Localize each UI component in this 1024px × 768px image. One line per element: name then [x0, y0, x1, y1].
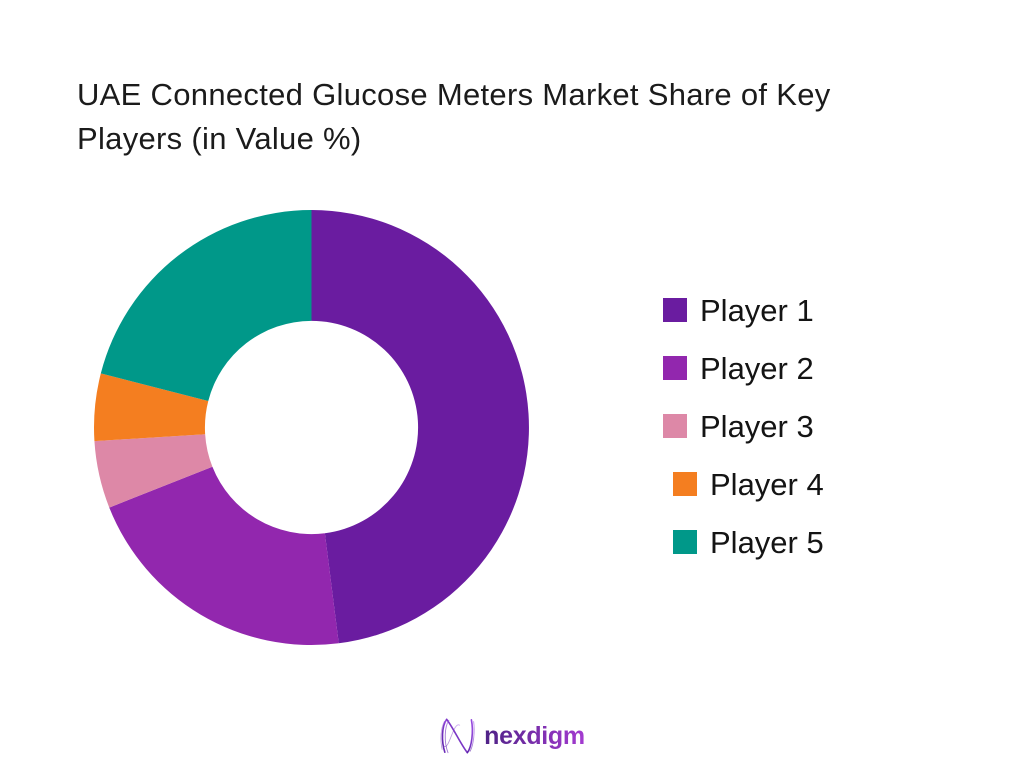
nexdigm-wave-n-icon — [440, 718, 475, 754]
legend-item-player-5: Player 5 — [663, 527, 824, 558]
legend-label-player-5: Player 5 — [710, 524, 824, 560]
legend-label-player-4: Player 4 — [710, 466, 824, 502]
pie-segment-player-2 — [109, 466, 339, 645]
pie-segment-player-5 — [100, 210, 312, 401]
legend-swatch-player-3 — [663, 414, 687, 438]
pie-segment-player-1 — [311, 210, 529, 644]
pie-segment-player-4 — [93, 373, 209, 442]
legend-label-player-2: Player 2 — [700, 350, 814, 386]
legend-swatch-player-4 — [673, 472, 697, 496]
legend-label-player-1: Player 1 — [700, 292, 814, 328]
legend-swatch-player-5 — [673, 530, 697, 554]
donut-chart — [93, 210, 529, 645]
brand-name: nexdigm — [484, 721, 585, 750]
legend-item-player-3: Player 3 — [663, 411, 824, 442]
brand-logo: nexdigm — [0, 710, 1024, 762]
legend-swatch-player-2 — [663, 356, 687, 380]
chart-title-line2: Players (in Value %) — [77, 121, 362, 156]
legend-label-player-3: Player 3 — [700, 408, 814, 444]
legend-item-player-1: Player 1 — [663, 295, 824, 326]
legend-item-player-2: Player 2 — [663, 353, 824, 384]
legend-item-player-4: Player 4 — [663, 469, 824, 500]
chart-title: UAE Connected Glucose Meters Market Shar… — [77, 73, 957, 161]
chart-title-line1: UAE Connected Glucose Meters Market Shar… — [77, 77, 831, 112]
pie-segment-player-3 — [94, 434, 213, 508]
legend-swatch-player-1 — [663, 298, 687, 322]
chart-legend: Player 1 Player 2 Player 3 Player 4 Player 5 — [663, 295, 824, 588]
